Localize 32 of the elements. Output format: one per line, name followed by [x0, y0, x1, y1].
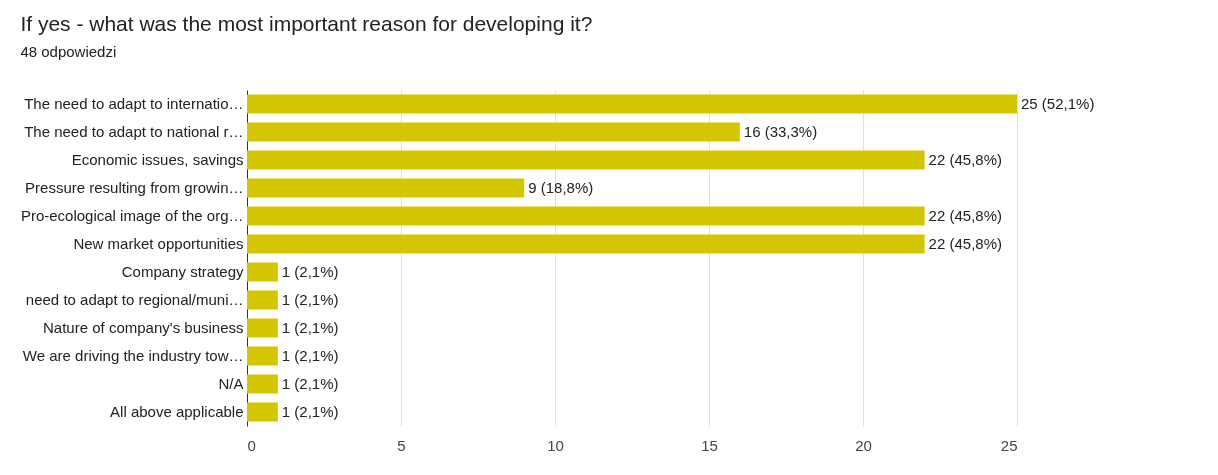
x-tick-label: 15	[701, 436, 718, 454]
y-tick-label: All above applicable	[110, 403, 244, 420]
y-tick-label: Pressure resulting from growin…	[25, 179, 244, 196]
data-label: 25 (52,1%)	[1021, 95, 1095, 112]
x-tick-label: 25	[1000, 436, 1018, 454]
x-tick-label: 5	[397, 436, 406, 454]
y-tick-label: We are driving the industry tow…	[22, 347, 244, 364]
data-label: 1 (2,1%)	[281, 375, 339, 392]
y-tick-label: N/A	[218, 375, 244, 392]
data-label: 1 (2,1%)	[281, 291, 339, 308]
data-label: 16 (33,3%)	[743, 123, 818, 140]
data-label: 22 (45,8%)	[928, 207, 1002, 224]
y-tick-label: The need to adapt to national r…	[24, 123, 244, 140]
y-tick-label: Nature of company's business	[43, 319, 244, 336]
data-label: 9 (18,8%)	[528, 179, 594, 196]
y-tick-label: Pro-ecological image of the org…	[20, 207, 244, 224]
data-label: 22 (45,8%)	[928, 235, 1002, 252]
x-tick-label: 20	[855, 436, 872, 454]
data-label: 1 (2,1%)	[281, 263, 339, 280]
y-tick-label: need to adapt to regional/muni…	[25, 291, 244, 308]
y-tick-label: Company strategy	[121, 263, 244, 280]
x-tick-label: 10	[547, 436, 564, 454]
y-tick-label: New market opportunities	[73, 235, 244, 252]
data-label: 1 (2,1%)	[281, 319, 339, 336]
data-label: 1 (2,1%)	[281, 347, 339, 364]
data-label: 1 (2,1%)	[281, 403, 339, 420]
data-label: 22 (45,8%)	[928, 151, 1002, 168]
chart-title: If yes - what was the most important reason for developing it?	[20, 12, 593, 35]
y-tick-label: The need to adapt to internatio…	[24, 95, 244, 112]
y-tick-label: Economic issues, savings	[71, 151, 244, 168]
text: 48 odpowiedzi	[20, 43, 117, 60]
x-tick-label: 0	[247, 436, 256, 454]
